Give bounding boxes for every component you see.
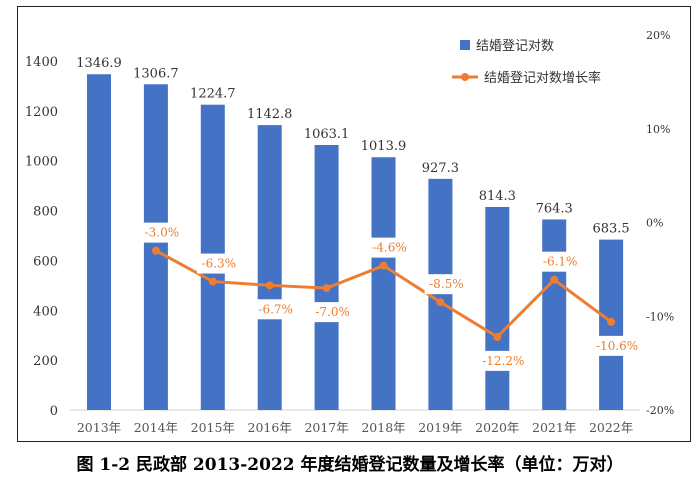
line-point bbox=[607, 317, 616, 326]
x-tick-label: 2022年 bbox=[589, 420, 633, 435]
bar bbox=[428, 178, 453, 410]
legend-bar-label: 结婚登记对数 bbox=[476, 39, 554, 54]
right-tick-label: 20% bbox=[646, 29, 670, 42]
line-label-bg bbox=[591, 335, 643, 356]
bar bbox=[485, 207, 510, 410]
bar-value-label: 683.5 bbox=[592, 222, 629, 237]
line-value-label: -6.1% bbox=[543, 255, 578, 269]
bar-value-label: 1013.9 bbox=[361, 139, 407, 154]
line-label-bg bbox=[424, 274, 469, 295]
figure-caption: 图 1-2 民政部 2013-2022 年度结婚登记数量及增长率（单位：万对） bbox=[76, 455, 624, 475]
left-tick-label: 1200 bbox=[25, 105, 58, 120]
line-point bbox=[265, 281, 274, 290]
line-value-label: -4.6% bbox=[372, 241, 407, 255]
bar bbox=[314, 144, 339, 410]
line-point bbox=[550, 275, 559, 284]
left-tick-label: 0 bbox=[50, 404, 58, 419]
right-tick-label: -20% bbox=[646, 404, 674, 417]
line-label-bg bbox=[477, 350, 529, 371]
line-point bbox=[151, 246, 160, 255]
line-label-bg bbox=[538, 251, 582, 272]
x-tick-label: 2020年 bbox=[475, 420, 519, 435]
bar-value-label: 1224.7 bbox=[190, 87, 236, 102]
legend-line-label: 结婚登记对数增长率 bbox=[484, 70, 601, 86]
line-point bbox=[379, 261, 388, 270]
x-tick-label: 2013年 bbox=[77, 420, 121, 435]
line-value-label: -7.0% bbox=[315, 305, 350, 319]
line-value-label: -6.3% bbox=[202, 257, 237, 271]
line-value-label: -3.0% bbox=[145, 226, 180, 240]
right-tick-label: 0% bbox=[646, 217, 663, 230]
line-label-bg bbox=[197, 253, 241, 274]
bar-value-label: 1142.8 bbox=[247, 107, 293, 122]
line-point bbox=[208, 277, 217, 286]
bar bbox=[371, 157, 396, 410]
line-value-label: -12.2% bbox=[482, 354, 524, 368]
legend-line-marker bbox=[461, 73, 469, 81]
bar bbox=[542, 219, 567, 410]
bar-value-label: 764.3 bbox=[536, 201, 573, 216]
line-label-bg bbox=[310, 302, 355, 323]
line-value-label: -6.7% bbox=[258, 302, 293, 316]
chart: 0 200 400 600 800 1000 1200 1400 -20% -10% 0% 10% 20… bbox=[17, 6, 691, 442]
line-label-bg bbox=[367, 237, 412, 258]
x-tick-label: 2014年 bbox=[134, 420, 178, 435]
bar-value-label: 927.3 bbox=[422, 161, 459, 176]
left-tick-label: 800 bbox=[33, 205, 58, 220]
left-tick-label: 1400 bbox=[25, 55, 58, 70]
right-tick-label: -10% bbox=[646, 310, 674, 323]
line-point bbox=[436, 298, 445, 307]
left-tick-label: 1000 bbox=[25, 155, 58, 170]
bar-value-label: 814.3 bbox=[479, 189, 516, 204]
left-tick-label: 400 bbox=[33, 304, 58, 319]
bar-value-label: 1063.1 bbox=[304, 127, 350, 142]
line-point bbox=[493, 332, 502, 341]
legend: 结婚登记对数 结婚登记对数增长率 bbox=[452, 39, 601, 86]
bar bbox=[87, 74, 111, 411]
bar bbox=[257, 125, 282, 411]
x-tick-label: 2018年 bbox=[361, 420, 405, 435]
x-tick-label: 2015年 bbox=[191, 420, 235, 435]
chart-frame bbox=[17, 6, 691, 442]
legend-bar-swatch bbox=[460, 40, 470, 50]
line-label-bg bbox=[253, 299, 298, 320]
x-tick-label: 2021年 bbox=[532, 420, 576, 435]
line-value-label: -10.6% bbox=[596, 339, 638, 353]
bar-value-label: 1346.9 bbox=[76, 56, 122, 71]
line-label-bg bbox=[140, 222, 184, 243]
right-tick-label: 10% bbox=[646, 123, 670, 136]
left-tick-label: 600 bbox=[33, 254, 58, 269]
bar-value-label: 1306.7 bbox=[133, 66, 179, 81]
line-value-label: -8.5% bbox=[429, 277, 464, 291]
x-tick-label: 2017年 bbox=[304, 420, 348, 435]
x-tick-label: 2019年 bbox=[418, 420, 462, 435]
x-tick-label: 2016年 bbox=[248, 420, 292, 435]
left-tick-label: 200 bbox=[33, 354, 58, 369]
line-point bbox=[322, 284, 331, 293]
